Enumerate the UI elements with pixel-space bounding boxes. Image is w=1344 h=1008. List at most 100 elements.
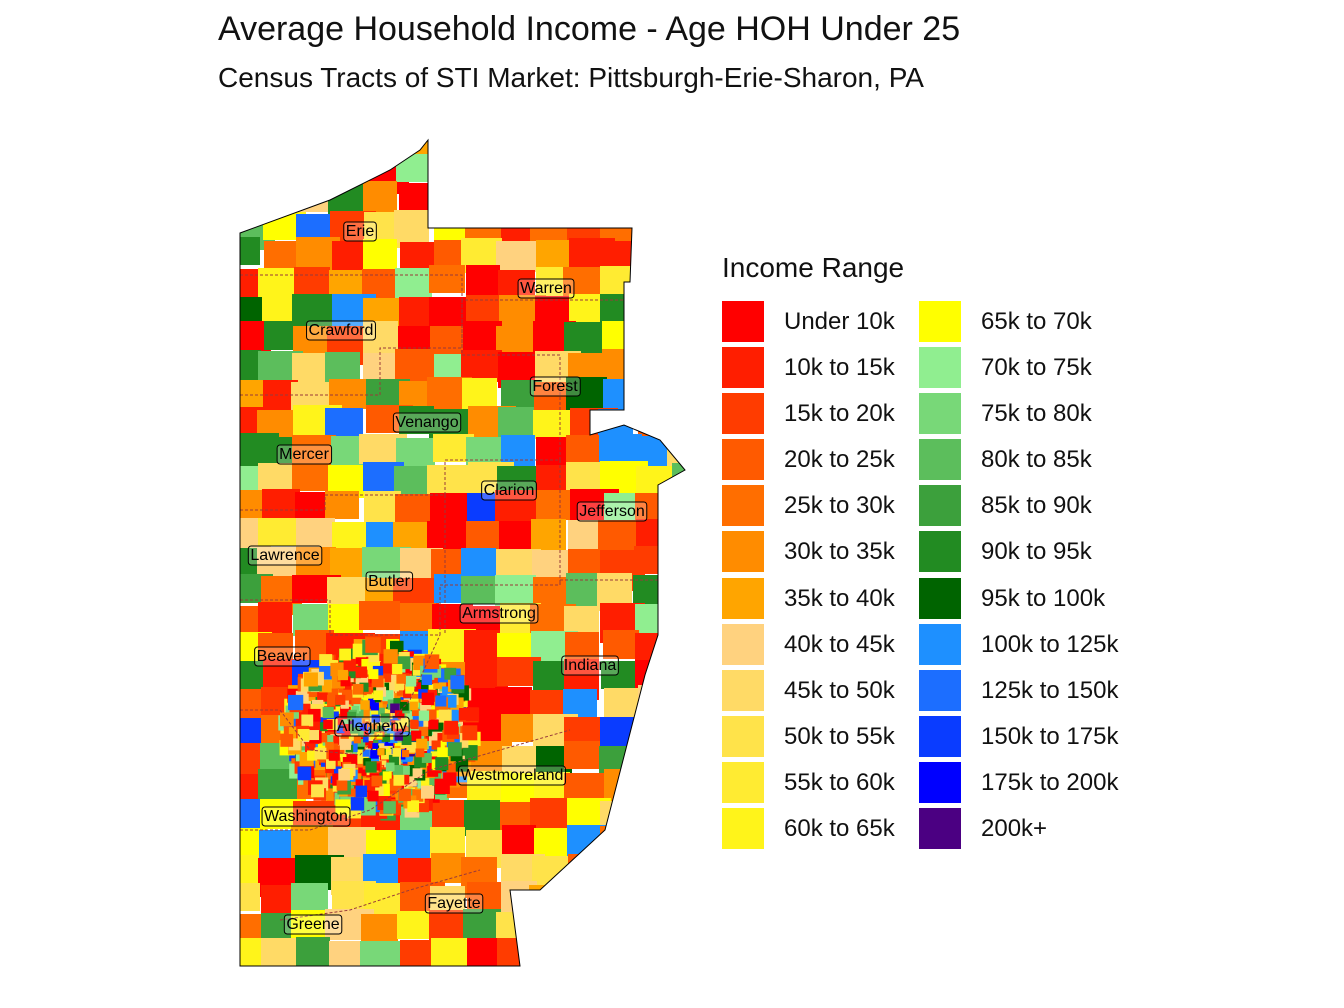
census-tract	[638, 406, 676, 436]
legend-label: 60k to 65k	[784, 815, 895, 843]
census-tract	[670, 968, 700, 980]
census-tract	[536, 437, 571, 467]
svg-text:Erie: Erie	[346, 223, 375, 240]
census-tract	[351, 696, 362, 707]
county-label-washington: Washington	[261, 806, 351, 827]
census-tract	[311, 784, 325, 798]
census-tract	[363, 239, 397, 270]
census-tract	[400, 765, 410, 775]
census-tract	[360, 700, 370, 710]
legend-swatch	[722, 485, 764, 527]
svg-text:Forest: Forest	[532, 378, 578, 395]
census-tract	[426, 709, 437, 720]
census-tract	[670, 519, 685, 556]
legend-label: 70k to 75k	[981, 354, 1092, 382]
legend-swatch	[919, 808, 961, 850]
census-tract	[301, 714, 314, 727]
census-tract	[461, 576, 495, 604]
census-tract	[296, 937, 330, 966]
census-tract	[502, 825, 536, 854]
census-tract	[377, 747, 385, 756]
census-tract	[603, 886, 645, 919]
census-tract	[634, 153, 675, 186]
census-tract	[363, 736, 369, 743]
legend-label: 35k to 40k	[784, 584, 895, 612]
census-tract	[410, 719, 419, 728]
census-tract	[667, 857, 685, 895]
census-tract	[634, 546, 677, 574]
census-tract	[260, 156, 294, 189]
census-tract	[323, 719, 333, 730]
census-tract	[467, 140, 502, 165]
census-tract	[638, 685, 674, 723]
census-tract	[383, 801, 396, 814]
census-tract	[636, 797, 682, 827]
svg-text:Crawford: Crawford	[309, 322, 374, 339]
census-tract	[240, 938, 262, 966]
svg-text:Westmoreland: Westmoreland	[461, 767, 564, 784]
legend-swatch	[919, 347, 961, 389]
census-tract	[631, 746, 671, 787]
legend-label: 45k to 50k	[784, 676, 895, 704]
census-tract	[360, 710, 370, 720]
census-tract	[462, 725, 478, 741]
census-tract	[257, 547, 303, 577]
census-tract	[390, 703, 400, 714]
census-tract	[633, 294, 673, 334]
census-tract	[531, 968, 571, 980]
census-tract	[438, 740, 450, 752]
census-tract	[319, 654, 333, 668]
census-tract	[292, 435, 336, 466]
census-tract	[667, 690, 685, 730]
census-tract	[363, 181, 397, 214]
census-tract	[602, 349, 636, 379]
census-tract	[360, 941, 403, 966]
census-tract	[297, 729, 310, 741]
svg-text:Armstrong: Armstrong	[462, 605, 536, 622]
legend-label: 200k+	[981, 815, 1048, 843]
census-tract	[442, 686, 454, 698]
census-tract	[329, 735, 340, 745]
census-tract	[240, 154, 262, 187]
census-tract	[570, 182, 609, 210]
census-tract	[240, 799, 262, 831]
legend-swatch	[919, 485, 961, 527]
census-tract	[380, 713, 390, 723]
census-tract	[359, 140, 394, 163]
census-tract	[497, 967, 538, 980]
census-tract	[496, 241, 537, 272]
census-tract	[376, 725, 384, 733]
census-tract	[568, 854, 617, 894]
census-tract	[396, 674, 406, 684]
county-label-mercer: Mercer	[276, 444, 333, 465]
census-tract	[668, 140, 685, 166]
census-tract	[240, 855, 259, 887]
census-tract	[378, 707, 385, 715]
census-tract	[314, 747, 327, 760]
census-tract	[670, 658, 685, 689]
census-tract	[672, 463, 685, 495]
census-tract	[331, 140, 373, 164]
census-tract	[667, 715, 685, 747]
census-tract	[305, 741, 316, 753]
census-tract	[296, 547, 336, 576]
census-tract	[635, 214, 669, 248]
census-tract	[672, 741, 685, 770]
census-tract	[363, 730, 369, 736]
census-tract	[669, 269, 685, 301]
census-tract	[291, 183, 332, 212]
census-tract	[372, 743, 379, 749]
census-tract	[350, 724, 360, 734]
svg-text:Clarion: Clarion	[484, 482, 535, 499]
census-tract	[433, 140, 475, 158]
census-tract	[429, 265, 465, 293]
census-tract	[383, 649, 398, 664]
census-tract	[497, 633, 536, 661]
census-tract	[373, 739, 379, 745]
census-tract	[632, 969, 675, 980]
census-tract	[322, 706, 334, 719]
census-tract	[667, 601, 685, 635]
census-tract	[444, 720, 459, 735]
legend-swatch	[919, 715, 961, 757]
legend-swatch	[722, 669, 764, 711]
